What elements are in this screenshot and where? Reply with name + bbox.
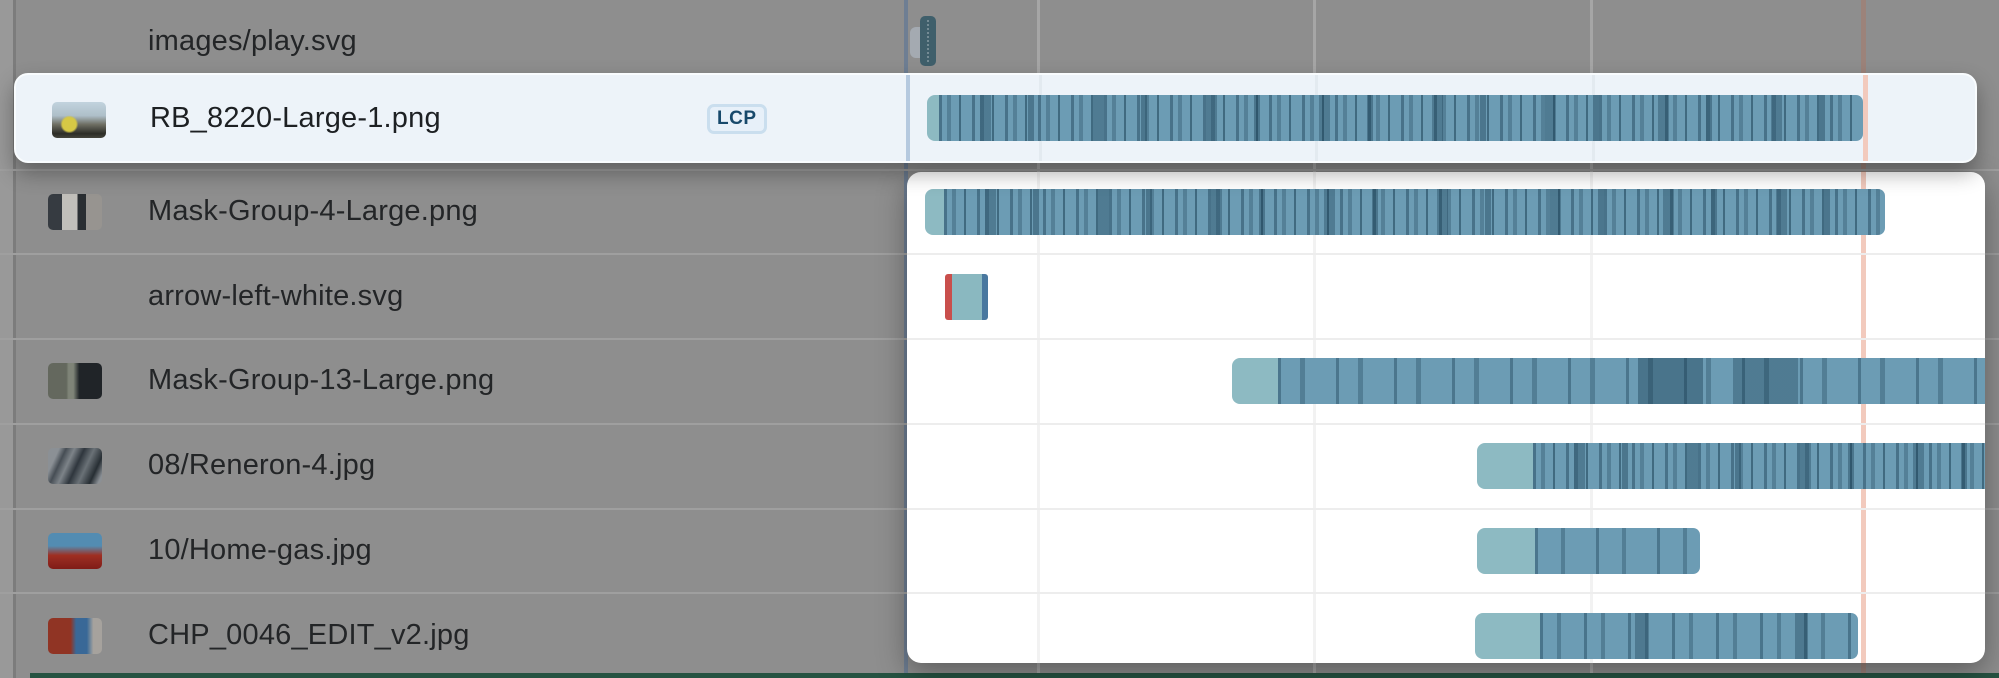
selected-request-row[interactable]: RB_8220-Large-1.png LCP — [14, 73, 1977, 163]
waterfall-bar-cap[interactable] — [1232, 358, 1278, 404]
waterfall-detail-flyout — [907, 172, 1985, 663]
waterfall-bar-cap[interactable] — [1475, 613, 1540, 659]
lcp-marker-line — [1861, 172, 1866, 663]
file-name: CHP_0046_EDIT_v2.jpg — [148, 618, 470, 651]
row-separator — [0, 169, 1999, 171]
request-row[interactable]: 08/Reneron-4.jpg — [0, 424, 1999, 509]
request-row[interactable]: Mask-Group-4-Large.png — [0, 170, 1999, 255]
file-name: images/play.svg — [148, 25, 357, 58]
request-start-marker-line — [906, 75, 910, 161]
file-name: Mask-Group-13-Large.png — [148, 364, 495, 397]
request-row[interactable]: images/play.svg — [0, 0, 1999, 85]
row-separator — [907, 592, 1985, 594]
lcp-marker-line — [1863, 75, 1868, 161]
lcp-badge: LCP — [707, 104, 767, 134]
row-separator — [907, 508, 1985, 510]
file-thumbnail — [52, 102, 106, 138]
waterfall-bar[interactable] — [944, 189, 1885, 235]
waterfall-bar-end[interactable] — [982, 274, 988, 320]
time-gridline — [1590, 172, 1593, 663]
file-thumbnail — [48, 617, 102, 654]
file-thumbnail — [48, 532, 102, 569]
request-row[interactable]: 10/Home-gas.jpg — [0, 509, 1999, 594]
waterfall-bar-cap[interactable] — [927, 95, 939, 141]
waterfall-bar-blocking[interactable] — [945, 274, 952, 320]
row-separator — [907, 253, 1985, 255]
waterfall-bar[interactable] — [920, 16, 936, 66]
waterfall-bar-cap[interactable] — [925, 189, 944, 235]
file-name: arrow-left-white.svg — [148, 279, 404, 312]
waterfall-bar[interactable] — [1278, 358, 1985, 404]
file-thumbnail — [48, 193, 102, 230]
file-name: Mask-Group-4-Large.png — [148, 194, 478, 227]
file-name: RB_8220-Large-1.png — [150, 102, 441, 134]
waterfall-bar[interactable] — [1540, 613, 1858, 659]
row-separator — [907, 423, 1985, 425]
waterfall-bar[interactable] — [939, 95, 1863, 141]
request-row[interactable]: Mask-Group-13-Large.png — [0, 339, 1999, 424]
file-name: 10/Home-gas.jpg — [148, 533, 372, 566]
waterfall-bar-cap[interactable] — [1477, 443, 1533, 489]
bottom-accent-line — [30, 673, 1999, 678]
time-gridline — [1037, 172, 1040, 663]
waterfall-bar[interactable] — [1535, 528, 1700, 574]
waterfall-bar-cap[interactable] — [1477, 528, 1535, 574]
file-thumbnail — [48, 363, 102, 400]
request-row[interactable]: CHP_0046_EDIT_v2.jpg — [0, 593, 1999, 678]
waterfall-bar[interactable] — [952, 274, 982, 320]
file-name: 08/Reneron-4.jpg — [148, 449, 376, 482]
request-row[interactable]: arrow-left-white.svg — [0, 254, 1999, 339]
time-gridline — [1313, 172, 1316, 663]
row-separator — [907, 338, 1985, 340]
file-thumbnail — [48, 448, 102, 485]
chunk-divider — [927, 20, 930, 62]
waterfall-bar[interactable] — [1533, 443, 1985, 489]
